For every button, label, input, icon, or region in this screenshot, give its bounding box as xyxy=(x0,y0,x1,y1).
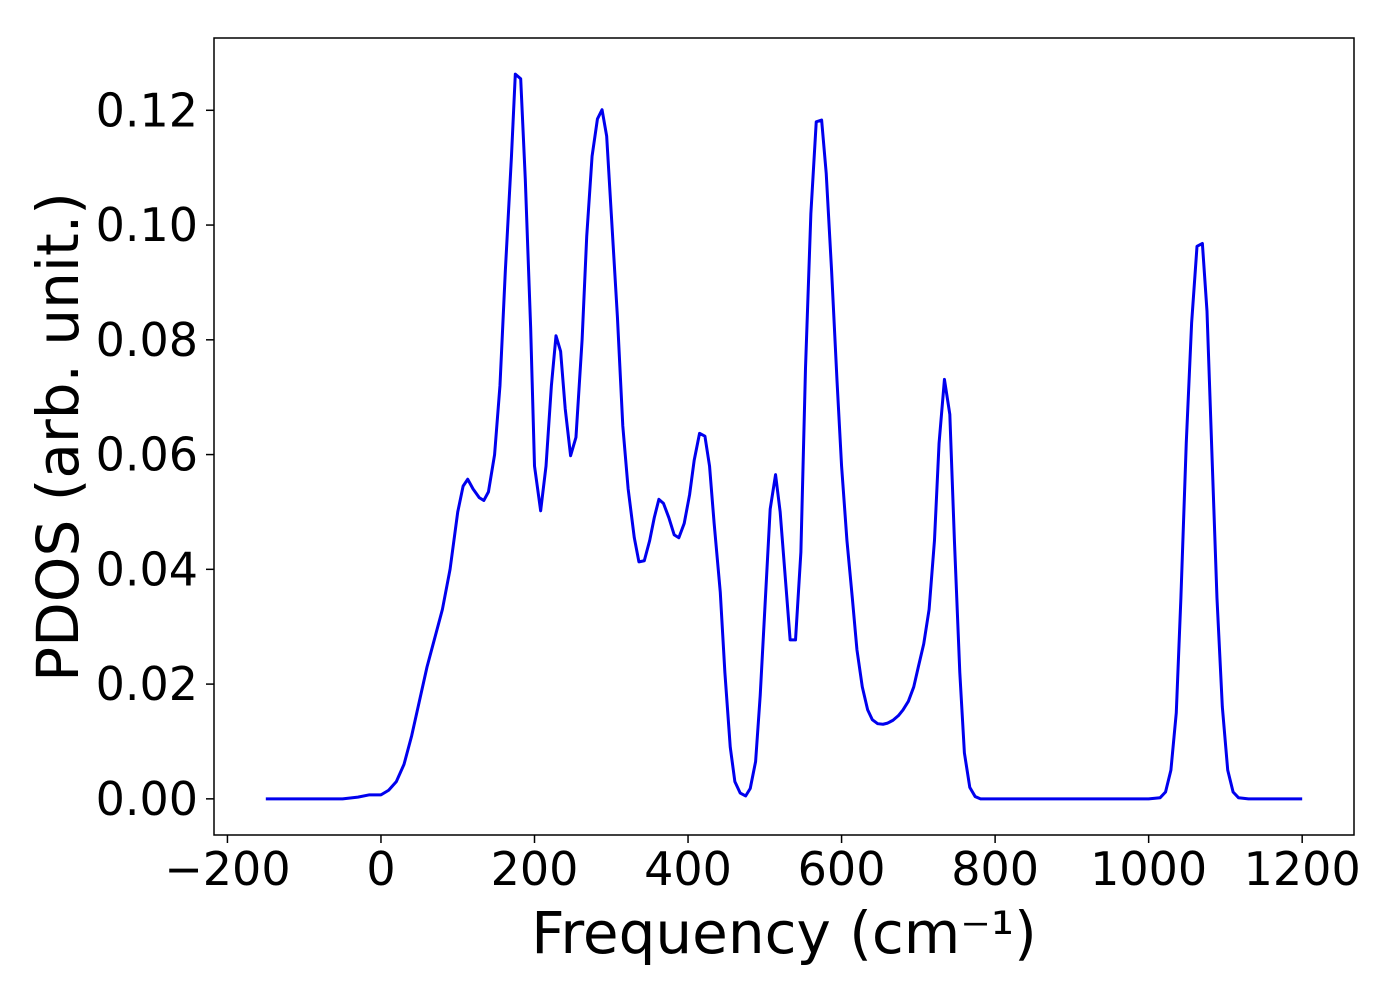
x-tick-label: 400 xyxy=(644,842,732,896)
x-tick-label: 200 xyxy=(491,842,579,896)
x-tick-label: −200 xyxy=(164,842,290,896)
y-tick-label: 0.08 xyxy=(96,313,198,367)
y-axis-label: PDOS (arb. unit.) xyxy=(24,192,92,682)
y-tick-label: 0.12 xyxy=(96,83,198,137)
x-tick-label: 1200 xyxy=(1244,842,1361,896)
data-line xyxy=(265,72,1303,801)
x-tick-label: 800 xyxy=(951,842,1039,896)
x-tick-label: 0 xyxy=(366,842,395,896)
x-tick-label: 1000 xyxy=(1090,842,1207,896)
plot-frame xyxy=(213,37,1355,836)
x-axis-label: Frequency (cm⁻¹) xyxy=(531,899,1037,967)
x-tick-label: 600 xyxy=(798,842,886,896)
y-tick-label: 0.06 xyxy=(96,428,198,482)
y-tick-label: 0.00 xyxy=(96,772,198,826)
y-tick-label: 0.02 xyxy=(96,657,198,711)
y-tick-label: 0.04 xyxy=(96,542,198,596)
y-tick-label: 0.10 xyxy=(96,198,198,252)
